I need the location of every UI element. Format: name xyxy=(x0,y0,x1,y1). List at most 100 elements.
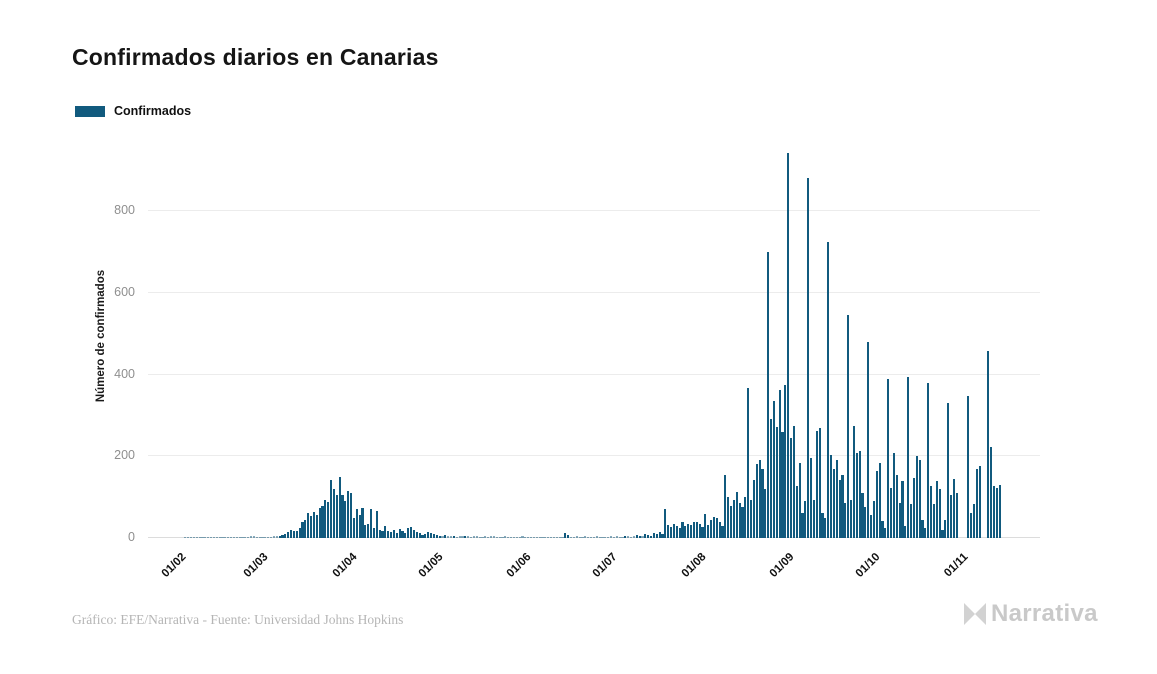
y-tick-label: 200 xyxy=(114,448,135,463)
bar xyxy=(852,426,855,538)
bar xyxy=(712,516,716,538)
bar xyxy=(867,342,870,538)
bar xyxy=(918,459,921,538)
bar xyxy=(598,537,601,538)
bar xyxy=(769,419,773,538)
bar xyxy=(429,533,433,538)
bar xyxy=(709,519,713,538)
bar xyxy=(267,537,270,538)
bar xyxy=(507,537,510,538)
bar xyxy=(809,457,813,538)
bar xyxy=(412,529,416,538)
bar xyxy=(232,537,236,538)
bar xyxy=(452,535,456,538)
bar xyxy=(692,522,696,538)
bar xyxy=(792,426,795,538)
bar xyxy=(481,537,484,538)
bar xyxy=(987,351,990,538)
bar xyxy=(441,535,444,538)
bar xyxy=(384,526,387,538)
bar xyxy=(744,497,747,538)
bar xyxy=(464,535,467,538)
bar xyxy=(752,479,755,538)
bar xyxy=(184,537,187,538)
bar xyxy=(929,486,933,538)
bar xyxy=(861,493,864,538)
bar xyxy=(447,536,450,538)
bar xyxy=(872,501,875,538)
x-tick-label: 01/02 xyxy=(159,551,189,580)
bar xyxy=(827,242,830,538)
bar xyxy=(549,537,553,538)
bar xyxy=(372,527,376,538)
bar xyxy=(732,500,735,538)
bar xyxy=(187,537,190,538)
bar xyxy=(315,514,318,538)
bar xyxy=(344,501,347,538)
bar xyxy=(535,537,538,538)
chart-title: Confirmados diarios en Canarias xyxy=(72,44,439,70)
bar xyxy=(564,533,567,538)
bar xyxy=(618,537,621,538)
bar xyxy=(404,533,407,538)
bar xyxy=(587,536,590,538)
x-tick-label: 01/11 xyxy=(942,551,971,580)
bar xyxy=(358,514,361,538)
bar xyxy=(932,504,935,538)
bar xyxy=(332,489,336,538)
bar xyxy=(518,537,521,538)
bar xyxy=(509,536,513,538)
bar xyxy=(869,514,873,538)
bar xyxy=(715,518,718,538)
bar xyxy=(249,536,253,538)
bar xyxy=(558,537,561,538)
x-tick-label: 01/03 xyxy=(242,551,271,580)
bar xyxy=(444,535,447,538)
x-tick-label: 01/08 xyxy=(679,551,709,580)
bar xyxy=(347,491,350,538)
bar xyxy=(524,537,527,538)
y-tick-label: 0 xyxy=(128,530,135,544)
bar xyxy=(352,517,356,538)
bar xyxy=(804,501,807,538)
bar xyxy=(838,479,841,538)
bar xyxy=(204,537,207,538)
bar xyxy=(527,536,530,538)
y-tick-label: 400 xyxy=(114,366,135,381)
x-tick-label: 01/04 xyxy=(330,551,360,580)
bar xyxy=(192,537,196,538)
bar xyxy=(407,527,410,538)
bar xyxy=(658,531,661,538)
bar xyxy=(389,531,393,538)
bar xyxy=(209,537,213,538)
bar xyxy=(818,427,821,538)
bar xyxy=(612,536,616,538)
bar xyxy=(235,537,238,538)
bar xyxy=(627,536,630,538)
bar xyxy=(601,536,604,538)
gridline xyxy=(148,210,1040,211)
bar xyxy=(898,502,901,538)
gridline xyxy=(148,291,1040,293)
legend: Confirmados xyxy=(75,104,191,118)
bar xyxy=(221,537,224,538)
bar xyxy=(195,537,198,538)
bar xyxy=(392,529,396,538)
bar xyxy=(401,531,404,538)
bar xyxy=(449,535,453,538)
bar xyxy=(367,524,370,538)
bar xyxy=(338,476,341,538)
bar xyxy=(841,474,844,538)
bar xyxy=(538,536,541,538)
bar xyxy=(424,533,427,538)
bar xyxy=(415,531,418,538)
bar xyxy=(324,499,327,538)
bar xyxy=(835,459,838,538)
bar xyxy=(592,536,596,538)
bar xyxy=(261,537,264,538)
bar xyxy=(487,536,490,538)
bar xyxy=(569,536,573,538)
bar xyxy=(995,487,998,538)
bar xyxy=(624,535,627,538)
bar xyxy=(561,537,564,538)
